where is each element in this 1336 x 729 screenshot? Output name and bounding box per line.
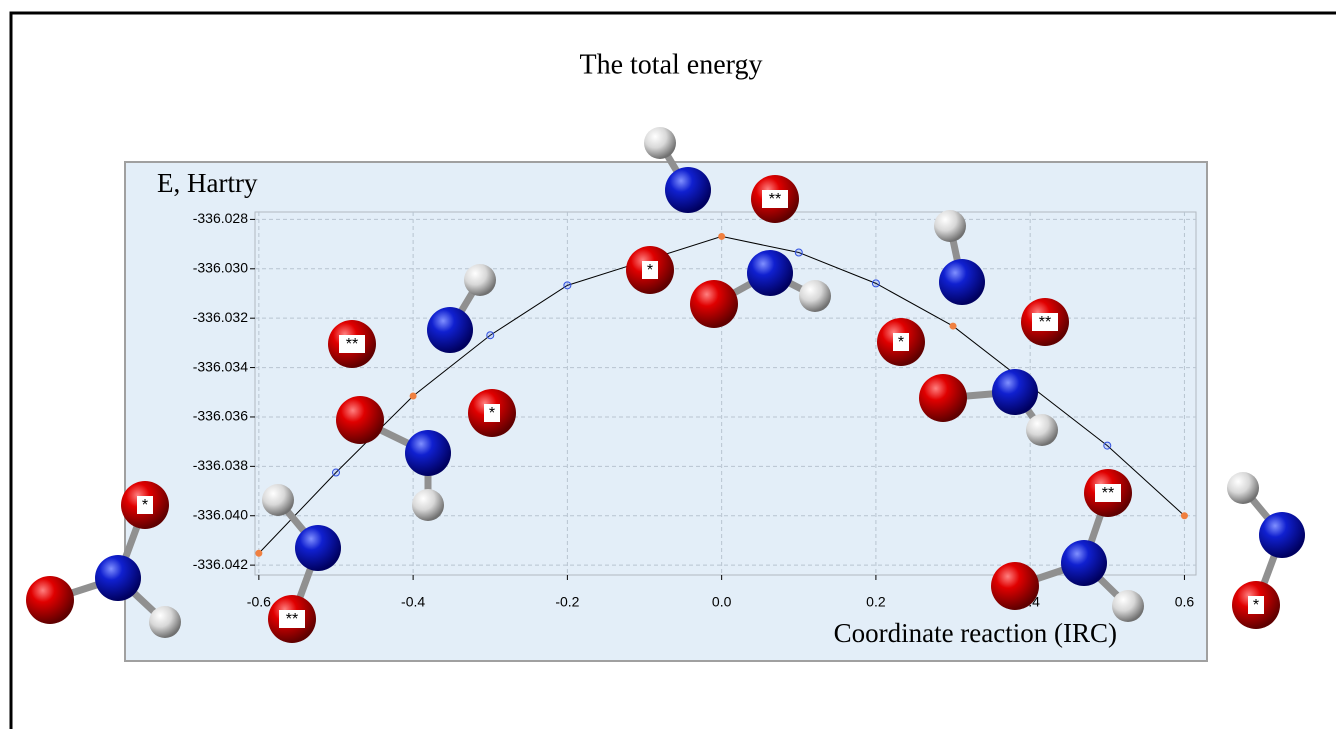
data-point bbox=[332, 469, 339, 476]
x-tick-label: 0.0 bbox=[712, 594, 732, 610]
atom bbox=[149, 606, 181, 638]
x-tick-label: -0.4 bbox=[401, 594, 425, 610]
atom bbox=[747, 250, 793, 296]
atom bbox=[262, 484, 294, 516]
data-point bbox=[410, 392, 417, 399]
data-point bbox=[487, 332, 494, 339]
annotation: * bbox=[1253, 597, 1259, 614]
atom bbox=[26, 576, 74, 624]
atom bbox=[644, 127, 676, 159]
y-tick-label: -336.038 bbox=[193, 457, 248, 473]
y-axis-label: E, Hartry bbox=[157, 168, 258, 198]
atom bbox=[464, 264, 496, 296]
atom bbox=[1112, 590, 1144, 622]
atom bbox=[1061, 540, 1107, 586]
atom bbox=[919, 374, 967, 422]
atom bbox=[295, 525, 341, 571]
y-tick-label: -336.042 bbox=[193, 556, 248, 572]
atom bbox=[412, 489, 444, 521]
atom bbox=[665, 167, 711, 213]
atom bbox=[799, 280, 831, 312]
data-point bbox=[950, 323, 957, 330]
data-point bbox=[564, 282, 571, 289]
atom bbox=[934, 210, 966, 242]
chart: The total energy E, Hartry Coordinate re… bbox=[0, 0, 1336, 729]
chart-title: The total energy bbox=[580, 49, 763, 80]
x-tick-label: 0.2 bbox=[866, 594, 886, 610]
atom bbox=[991, 562, 1039, 610]
y-tick-label: -336.040 bbox=[193, 506, 248, 522]
annotation: ** bbox=[286, 611, 298, 628]
atom bbox=[992, 369, 1038, 415]
y-tick-label: -336.028 bbox=[193, 210, 248, 226]
annotation: ** bbox=[769, 191, 781, 208]
atom bbox=[1227, 472, 1259, 504]
annotation: * bbox=[898, 334, 904, 351]
atom bbox=[336, 396, 384, 444]
data-point bbox=[1181, 512, 1188, 519]
atom bbox=[95, 555, 141, 601]
x-tick-label: -0.6 bbox=[247, 594, 271, 610]
data-point bbox=[1104, 442, 1111, 449]
atom bbox=[427, 307, 473, 353]
data-point bbox=[718, 233, 725, 240]
y-tick-label: -336.030 bbox=[193, 259, 248, 275]
x-tick-label: -0.2 bbox=[555, 594, 579, 610]
annotation: ** bbox=[1039, 314, 1051, 331]
atom bbox=[690, 280, 738, 328]
annotation: * bbox=[142, 497, 148, 514]
atom bbox=[939, 259, 985, 305]
data-point bbox=[795, 249, 802, 256]
data-point bbox=[255, 550, 262, 557]
annotation: * bbox=[489, 405, 495, 422]
atom bbox=[1259, 512, 1305, 558]
y-tick-label: -336.036 bbox=[193, 408, 248, 424]
y-tick-label: -336.034 bbox=[193, 358, 248, 374]
atom bbox=[1026, 414, 1058, 446]
atom bbox=[405, 430, 451, 476]
annotation: * bbox=[647, 262, 653, 279]
chart-panel bbox=[125, 162, 1207, 661]
annotation: ** bbox=[346, 336, 358, 353]
x-tick-label: 0.6 bbox=[1175, 594, 1195, 610]
y-tick-label: -336.032 bbox=[193, 309, 248, 325]
x-axis-label: Coordinate reaction (IRC) bbox=[834, 618, 1117, 648]
data-point bbox=[872, 280, 879, 287]
annotation: ** bbox=[1102, 485, 1114, 502]
